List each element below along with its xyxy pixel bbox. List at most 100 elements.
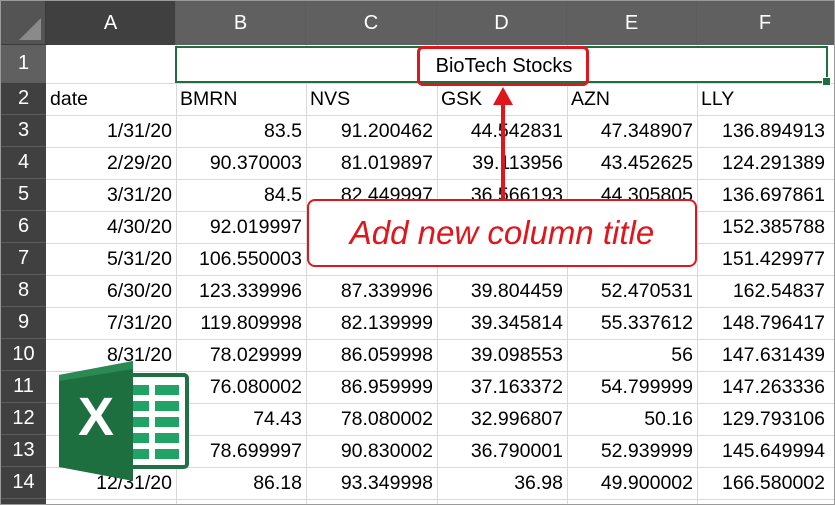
cell-gsk[interactable]: 32.996807 xyxy=(470,407,563,430)
column-header-e[interactable]: E xyxy=(567,1,697,45)
column-header-a[interactable]: A xyxy=(46,1,176,45)
cell-lly[interactable]: 136.697861 xyxy=(721,183,825,206)
cell-azn[interactable]: 49.900002 xyxy=(600,471,693,494)
row-header-4[interactable]: 4 xyxy=(1,147,46,179)
column-header-d[interactable]: D xyxy=(437,1,567,45)
cell-nvs[interactable]: 93.349998 xyxy=(340,471,433,494)
cell-nvs[interactable]: 86.059998 xyxy=(340,343,433,366)
cell-date[interactable]: 3/31/20 xyxy=(106,183,172,206)
cell-nvs[interactable]: 82.139999 xyxy=(340,311,433,334)
header-nvs[interactable]: NVS xyxy=(310,87,351,110)
cell-nvs[interactable]: 91.200462 xyxy=(340,119,433,142)
cell-bmrn[interactable]: 123.339996 xyxy=(198,279,302,302)
cell-lly[interactable]: 124.291389 xyxy=(721,151,825,174)
row-header-15[interactable] xyxy=(1,499,46,504)
cell-bmrn[interactable]: 78.699997 xyxy=(209,439,302,462)
column-header-f[interactable]: F xyxy=(697,1,834,45)
row-header-13[interactable]: 13 xyxy=(1,435,46,467)
row-header-1[interactable]: 1 xyxy=(1,45,46,83)
cell-lly[interactable]: 136.894913 xyxy=(721,119,825,142)
cell-lly[interactable]: 129.793106 xyxy=(721,407,825,430)
cell-nvs[interactable]: 81.019897 xyxy=(340,151,433,174)
cell-gsk[interactable]: 39.113956 xyxy=(472,151,563,174)
cell-bmrn[interactable]: 86.18 xyxy=(253,471,302,494)
cell-date[interactable]: 8/31/20 xyxy=(106,343,172,366)
cell-date[interactable]: 2/29/20 xyxy=(106,151,172,174)
cell-lly[interactable]: 152.385788 xyxy=(721,215,825,238)
cell-azn[interactable]: 47.348907 xyxy=(600,119,693,142)
cell-azn[interactable]: 54.799999 xyxy=(600,375,693,398)
header-azn[interactable]: AZN xyxy=(571,87,610,110)
cell-gsk[interactable]: 37.163372 xyxy=(470,375,563,398)
column-header-c[interactable]: C xyxy=(306,1,437,45)
cell-nvs[interactable]: 87.339996 xyxy=(340,279,433,302)
excel-logo-letter: X xyxy=(78,387,114,447)
cell-date[interactable]: 5/31/20 xyxy=(106,247,172,270)
cell-lly[interactable]: 147.631439 xyxy=(721,343,825,366)
cell-date[interactable]: 4/30/20 xyxy=(106,215,172,238)
cell-bmrn[interactable]: 90.370003 xyxy=(209,151,302,174)
cell-lly[interactable]: 145.649994 xyxy=(721,439,825,462)
cell-nvs[interactable]: 78.080002 xyxy=(340,407,433,430)
fill-handle[interactable] xyxy=(822,77,831,86)
row-header-7[interactable]: 7 xyxy=(1,243,46,275)
row-header-6[interactable]: 6 xyxy=(1,211,46,243)
row-header-11[interactable]: 11 xyxy=(1,371,46,403)
cell-lly[interactable]: 148.796417 xyxy=(721,311,825,334)
cell-bmrn[interactable]: 76.080002 xyxy=(209,375,302,398)
cell-bmrn[interactable]: 74.43 xyxy=(253,407,302,430)
gridline xyxy=(46,339,834,340)
cell-nvs[interactable]: 86.959999 xyxy=(340,375,433,398)
cell-gsk[interactable]: 39.098553 xyxy=(470,343,563,366)
cell-date[interactable]: 1/31/20 xyxy=(106,119,172,142)
cell-azn[interactable]: 52.470531 xyxy=(600,279,693,302)
cell-azn[interactable]: 43.452625 xyxy=(600,151,693,174)
cell-bmrn[interactable]: 92.019997 xyxy=(209,215,302,238)
cell-lly[interactable]: 166.580002 xyxy=(721,471,825,494)
cell-lly[interactable]: 151.429977 xyxy=(721,247,825,270)
header-bmrn[interactable]: BMRN xyxy=(180,87,238,110)
cell-bmrn[interactable]: 78.029999 xyxy=(209,343,302,366)
header-lly[interactable]: LLY xyxy=(701,87,735,110)
gridline xyxy=(46,307,834,308)
row-header-10[interactable]: 10 xyxy=(1,339,46,371)
gridline xyxy=(567,45,568,504)
cell-gsk[interactable]: 39.804459 xyxy=(470,279,563,302)
gridline xyxy=(46,115,834,116)
cell-bmrn[interactable]: 119.809998 xyxy=(200,311,302,334)
cell-nvs[interactable]: 90.830002 xyxy=(340,439,433,462)
row-header-12[interactable]: 12 xyxy=(1,403,46,435)
cell-date[interactable]: 7/31/20 xyxy=(106,311,172,334)
header-gsk[interactable]: GSK xyxy=(441,87,483,110)
row-header-3[interactable]: 3 xyxy=(1,115,46,147)
cell-a1[interactable] xyxy=(46,45,176,83)
cell-bmrn[interactable]: 84.5 xyxy=(264,183,302,206)
column-header-b[interactable]: B xyxy=(176,1,306,45)
cell-gsk[interactable]: 36.98 xyxy=(514,471,563,494)
row-header-8[interactable]: 8 xyxy=(1,275,46,307)
cell-azn[interactable]: 56 xyxy=(671,343,693,366)
row-header-5[interactable]: 5 xyxy=(1,179,46,211)
header-date[interactable]: date xyxy=(50,87,88,110)
excel-logo-icon: X xyxy=(59,361,189,481)
cell-lly[interactable]: 162.54837 xyxy=(732,279,825,302)
cell-azn[interactable]: 55.337612 xyxy=(600,311,693,334)
cell-gsk[interactable]: 44.542831 xyxy=(470,119,563,142)
select-all-corner[interactable] xyxy=(1,1,46,45)
cell-lly[interactable]: 147.263336 xyxy=(721,375,825,398)
cell-bmrn[interactable]: 83.5 xyxy=(264,119,302,142)
cell-bmrn[interactable]: 106.550003 xyxy=(198,247,302,270)
row-header-9[interactable]: 9 xyxy=(1,307,46,339)
cell-azn[interactable]: 52.939999 xyxy=(600,439,693,462)
cell-date[interactable]: 6/30/20 xyxy=(106,279,172,302)
gridline xyxy=(46,499,834,500)
select-all-triangle-icon xyxy=(19,18,41,40)
row-header-14[interactable]: 14 xyxy=(1,467,46,499)
cell-azn[interactable]: 50.16 xyxy=(644,407,693,430)
gridline xyxy=(437,45,438,504)
row-header-2[interactable]: 2 xyxy=(1,83,46,115)
cell-gsk[interactable]: 36.790001 xyxy=(470,439,563,462)
column-title-cell[interactable]: BioTech Stocks xyxy=(435,55,573,77)
cell-gsk[interactable]: 39.345814 xyxy=(470,311,563,334)
